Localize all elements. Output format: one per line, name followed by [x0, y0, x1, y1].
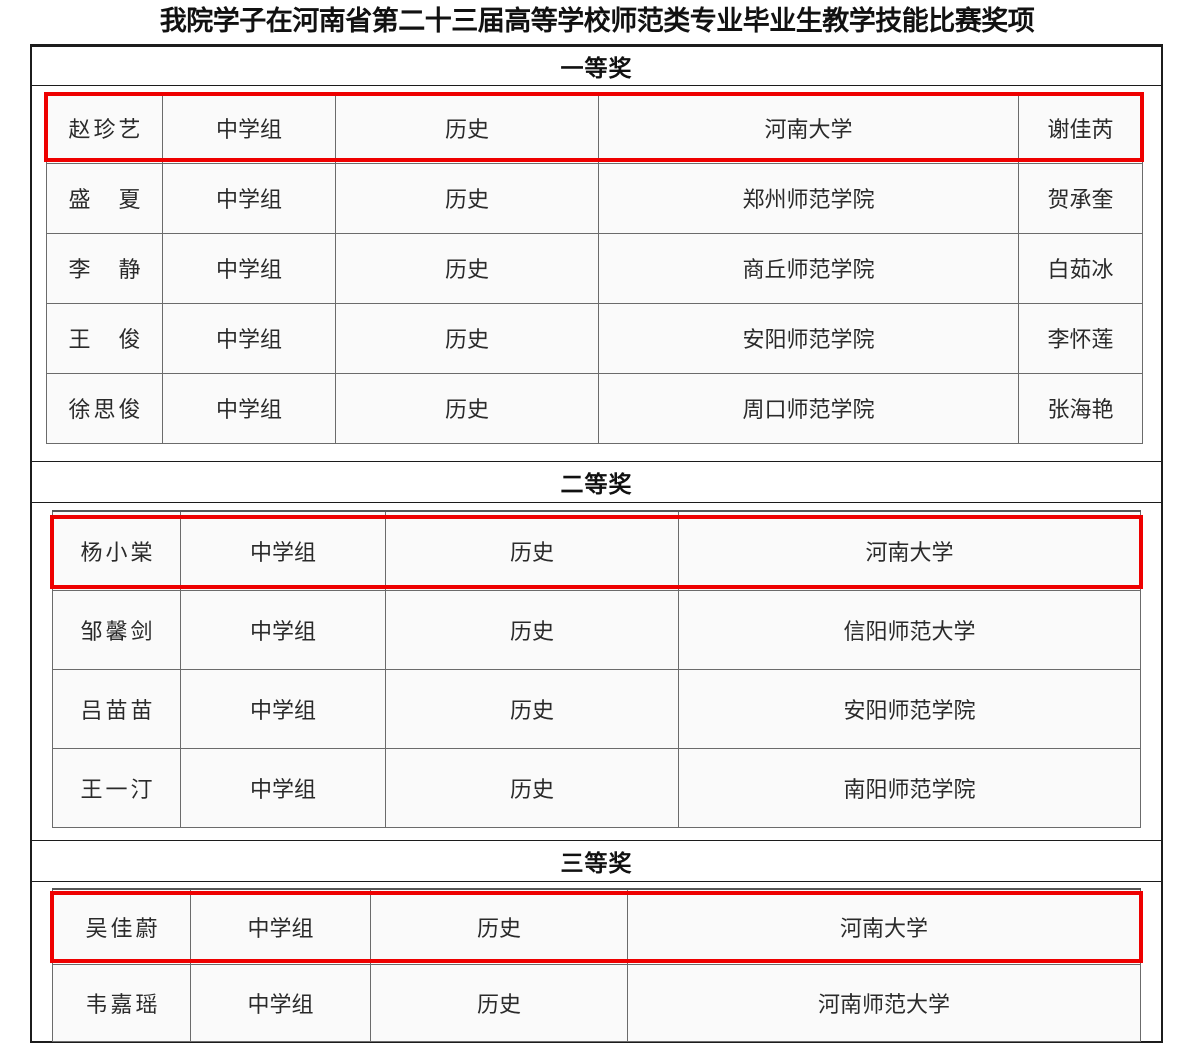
table-row[interactable]: 王一汀 中学组 历史 南阳师范学院: [52, 747, 1141, 828]
page-title: 我院学子在河南省第二十三届高等学校师范类专业毕业生教学技能比赛奖项: [159, 6, 1035, 36]
cell-name: 赵珍艺: [46, 92, 163, 164]
award-band-second-prize: 二等奖: [32, 461, 1161, 503]
cell-advisor: 李怀莲: [1018, 302, 1143, 374]
cell-name: 邹馨剑: [52, 589, 181, 670]
cell-name: 王 俊: [46, 302, 163, 374]
cell-school: 商丘师范学院: [598, 232, 1019, 304]
cell-name: 盛 夏: [46, 162, 163, 234]
cell-subject: 历史: [385, 589, 679, 670]
table-row[interactable]: 徐思俊 中学组 历史 周口师范学院 张海艳: [46, 372, 1143, 444]
cell-subject: 历史: [370, 963, 628, 1042]
cell-subject: 历史: [385, 668, 679, 749]
cell-name: 吴佳蔚: [52, 888, 191, 965]
cell-group: 中学组: [162, 92, 336, 164]
table-row[interactable]: 杨小棠 中学组 历史 河南大学: [52, 510, 1141, 591]
table-row[interactable]: 盛 夏 中学组 历史 郑州师范学院 贺承奎: [46, 162, 1143, 234]
cell-school: 河南大学: [678, 510, 1141, 591]
table-row[interactable]: 邹馨剑 中学组 历史 信阳师范大学: [52, 589, 1141, 670]
cell-subject: 历史: [335, 372, 599, 444]
cell-subject: 历史: [385, 747, 679, 828]
cell-school: 河南大学: [627, 888, 1141, 965]
cell-name: 韦嘉瑶: [52, 963, 191, 1042]
award-band-first-prize: 一等奖: [32, 46, 1161, 86]
cell-school: 信阳师范大学: [678, 589, 1141, 670]
cell-group: 中学组: [162, 232, 336, 304]
award-band-third-prize: 三等奖: [32, 840, 1161, 882]
cell-name: 李 静: [46, 232, 163, 304]
cell-advisor: 谢佳芮: [1018, 92, 1143, 164]
cell-advisor: 贺承奎: [1018, 162, 1143, 234]
cell-subject: 历史: [335, 302, 599, 374]
awards-table-second-prize: 杨小棠 中学组 历史 河南大学 邹馨剑 中学组 历史 信阳师范大学 吕苗苗 中学…: [52, 510, 1141, 828]
cell-school: 郑州师范学院: [598, 162, 1019, 234]
cell-name: 杨小棠: [52, 510, 181, 591]
cell-school: 安阳师范学院: [678, 668, 1141, 749]
table-row[interactable]: 吕苗苗 中学组 历史 安阳师范学院: [52, 668, 1141, 749]
cell-advisor: 白茹冰: [1018, 232, 1143, 304]
table-row[interactable]: 赵珍艺 中学组 历史 河南大学 谢佳芮: [46, 92, 1143, 164]
cell-advisor: 张海艳: [1018, 372, 1143, 444]
table-row[interactable]: 李 静 中学组 历史 商丘师范学院 白茹冰: [46, 232, 1143, 304]
cell-group: 中学组: [190, 963, 371, 1042]
award-band-label: 三等奖: [560, 851, 633, 876]
cell-school: 安阳师范学院: [598, 302, 1019, 374]
cell-group: 中学组: [180, 510, 386, 591]
cell-group: 中学组: [180, 747, 386, 828]
cell-group: 中学组: [162, 162, 336, 234]
cell-subject: 历史: [370, 888, 628, 965]
cell-school: 周口师范学院: [598, 372, 1019, 444]
awards-table-first-prize: 赵珍艺 中学组 历史 河南大学 谢佳芮 盛 夏 中学组 历史 郑州师范学院 贺承…: [46, 92, 1143, 444]
cell-group: 中学组: [180, 589, 386, 670]
cell-school: 南阳师范学院: [678, 747, 1141, 828]
table-row[interactable]: 韦嘉瑶 中学组 历史 河南师范大学: [52, 963, 1141, 1042]
cell-name: 王一汀: [52, 747, 181, 828]
cell-school: 河南师范大学: [627, 963, 1141, 1042]
cell-group: 中学组: [190, 888, 371, 965]
cell-subject: 历史: [335, 232, 599, 304]
cell-group: 中学组: [162, 372, 336, 444]
cell-school: 河南大学: [598, 92, 1019, 164]
cell-subject: 历史: [385, 510, 679, 591]
table-row[interactable]: 王 俊 中学组 历史 安阳师范学院 李怀莲: [46, 302, 1143, 374]
cell-group: 中学组: [180, 668, 386, 749]
cell-name: 吕苗苗: [52, 668, 181, 749]
cell-name: 徐思俊: [46, 372, 163, 444]
cell-subject: 历史: [335, 162, 599, 234]
table-row[interactable]: 吴佳蔚 中学组 历史 河南大学: [52, 888, 1141, 965]
award-band-label: 二等奖: [560, 472, 633, 497]
award-band-label: 一等奖: [560, 56, 633, 81]
cell-group: 中学组: [162, 302, 336, 374]
cell-subject: 历史: [335, 92, 599, 164]
awards-table-third-prize: 吴佳蔚 中学组 历史 河南大学 韦嘉瑶 中学组 历史 河南师范大学: [52, 888, 1141, 1042]
